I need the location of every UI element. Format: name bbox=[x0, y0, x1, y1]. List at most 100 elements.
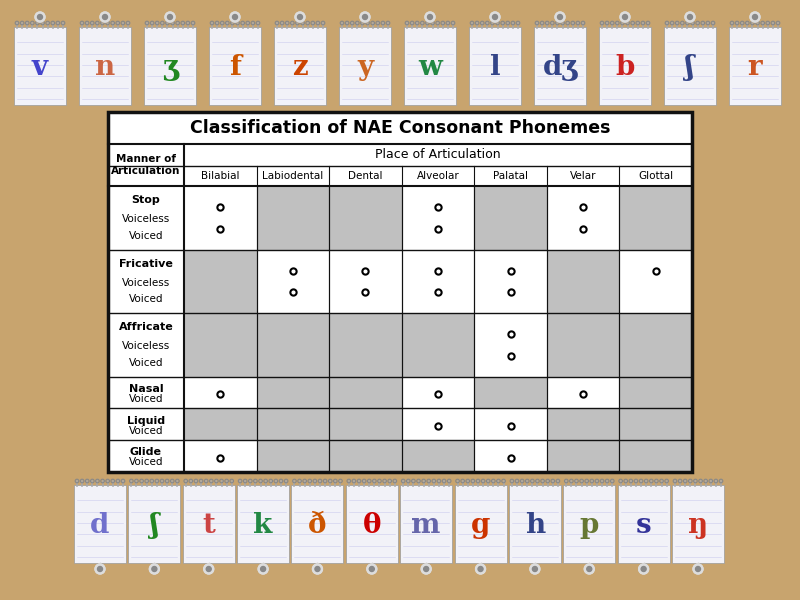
Circle shape bbox=[533, 566, 538, 571]
Circle shape bbox=[360, 12, 370, 22]
Bar bbox=[474, 186, 547, 250]
Circle shape bbox=[313, 564, 322, 574]
Bar bbox=[619, 313, 692, 377]
Bar bbox=[184, 440, 257, 472]
Text: Voiced: Voiced bbox=[129, 358, 163, 368]
Circle shape bbox=[150, 564, 159, 574]
Circle shape bbox=[638, 564, 649, 574]
Text: Voiced: Voiced bbox=[129, 230, 163, 241]
Circle shape bbox=[586, 566, 592, 571]
Circle shape bbox=[204, 564, 214, 574]
Circle shape bbox=[493, 14, 498, 19]
Circle shape bbox=[693, 564, 703, 574]
Text: g: g bbox=[471, 512, 490, 539]
Bar bbox=[618, 485, 670, 563]
Text: ʒ: ʒ bbox=[162, 54, 178, 81]
Bar bbox=[619, 377, 692, 409]
Bar bbox=[184, 250, 257, 313]
Circle shape bbox=[475, 564, 486, 574]
Text: ʃ: ʃ bbox=[686, 54, 694, 81]
Bar bbox=[128, 485, 180, 563]
Circle shape bbox=[362, 14, 367, 19]
Bar bbox=[329, 313, 402, 377]
Bar bbox=[474, 313, 547, 377]
Circle shape bbox=[558, 14, 562, 19]
Circle shape bbox=[206, 566, 211, 571]
Circle shape bbox=[425, 12, 435, 22]
Text: Palatal: Palatal bbox=[493, 171, 528, 181]
Bar bbox=[547, 377, 619, 409]
Bar bbox=[184, 409, 257, 440]
Text: Liquid: Liquid bbox=[127, 416, 165, 425]
Text: Labiodental: Labiodental bbox=[262, 171, 323, 181]
Text: y: y bbox=[357, 54, 373, 81]
Text: Nasal: Nasal bbox=[129, 384, 163, 394]
Bar bbox=[547, 250, 619, 313]
Circle shape bbox=[421, 564, 431, 574]
Bar bbox=[184, 313, 257, 377]
Bar bbox=[469, 27, 521, 105]
Bar bbox=[402, 409, 474, 440]
Bar bbox=[74, 485, 126, 563]
Text: Affricate: Affricate bbox=[118, 322, 174, 332]
Bar bbox=[274, 27, 326, 105]
Circle shape bbox=[424, 566, 429, 571]
Circle shape bbox=[490, 12, 500, 22]
Circle shape bbox=[687, 14, 693, 19]
Bar bbox=[664, 27, 716, 105]
Circle shape bbox=[35, 12, 45, 22]
Bar bbox=[547, 440, 619, 472]
Text: w: w bbox=[418, 54, 442, 81]
Text: f: f bbox=[229, 54, 241, 81]
Bar bbox=[509, 485, 561, 563]
Bar bbox=[402, 186, 474, 250]
Text: Fricative: Fricative bbox=[119, 259, 173, 269]
Bar bbox=[729, 27, 781, 105]
Bar bbox=[329, 186, 402, 250]
Bar bbox=[619, 250, 692, 313]
Circle shape bbox=[695, 566, 701, 571]
Text: Voiceless: Voiceless bbox=[122, 278, 170, 287]
Circle shape bbox=[478, 566, 483, 571]
Circle shape bbox=[165, 12, 175, 22]
Text: h: h bbox=[525, 512, 545, 539]
Text: ŋ: ŋ bbox=[688, 512, 708, 539]
Text: p: p bbox=[579, 512, 599, 539]
Text: Voiced: Voiced bbox=[129, 394, 163, 404]
Bar bbox=[257, 313, 329, 377]
Bar bbox=[547, 409, 619, 440]
Bar bbox=[329, 250, 402, 313]
Text: k: k bbox=[254, 512, 273, 539]
Text: Place of Articulation: Place of Articulation bbox=[375, 148, 501, 161]
Bar bbox=[402, 440, 474, 472]
Bar bbox=[474, 440, 547, 472]
Bar bbox=[402, 377, 474, 409]
Text: ʃ: ʃ bbox=[150, 512, 159, 539]
Text: Bilabial: Bilabial bbox=[201, 171, 239, 181]
Bar bbox=[182, 485, 234, 563]
Bar bbox=[184, 377, 257, 409]
Circle shape bbox=[261, 566, 266, 571]
Bar bbox=[108, 112, 692, 144]
Text: b: b bbox=[615, 54, 634, 81]
Circle shape bbox=[555, 12, 565, 22]
Text: Voiceless: Voiceless bbox=[122, 341, 170, 351]
Circle shape bbox=[370, 566, 374, 571]
Bar bbox=[547, 313, 619, 377]
Bar bbox=[237, 485, 289, 563]
Text: n: n bbox=[95, 54, 115, 81]
Circle shape bbox=[298, 14, 302, 19]
Bar bbox=[257, 250, 329, 313]
Circle shape bbox=[100, 12, 110, 22]
Circle shape bbox=[152, 566, 157, 571]
Circle shape bbox=[530, 564, 540, 574]
Bar bbox=[474, 409, 547, 440]
Bar bbox=[547, 186, 619, 250]
Bar bbox=[619, 440, 692, 472]
Text: t: t bbox=[202, 512, 215, 539]
Text: Classification of NAE Consonant Phonemes: Classification of NAE Consonant Phonemes bbox=[190, 119, 610, 137]
Circle shape bbox=[641, 566, 646, 571]
Text: Dental: Dental bbox=[348, 171, 382, 181]
Circle shape bbox=[620, 12, 630, 22]
Bar bbox=[402, 313, 474, 377]
